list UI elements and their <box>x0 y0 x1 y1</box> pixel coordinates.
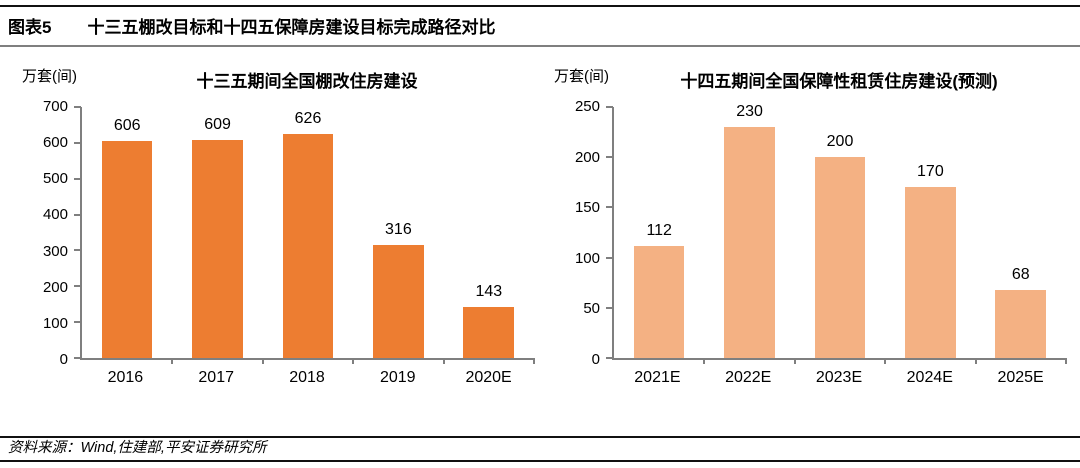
bar-2021E <box>633 245 685 358</box>
charts-row: 万套(间) 十三五期间全国棚改住房建设 0 100 200 300 400 500 600 7… <box>0 47 1080 390</box>
bar-2018 <box>282 133 334 358</box>
x-axis-category-label: 2016 <box>107 369 144 386</box>
left-y-axis-unit-label: 万套(间) <box>22 68 77 85</box>
right-chart-head: 万套(间) 十四五期间全国保障性租赁住房建设(预测) <box>554 67 1066 95</box>
y-axis-tick-mark <box>74 321 81 324</box>
x-axis-tick-mark <box>533 358 535 364</box>
x-axis-category-label: 2023E <box>815 369 863 386</box>
y-axis-tick-label: 100 <box>574 249 600 267</box>
x-axis-category-label: 2021E <box>634 369 681 386</box>
bar-2016 <box>101 140 153 358</box>
figure-footer: 资料来源：Wind,住建部,平安证券研究所 <box>0 436 1080 462</box>
bar-value-label: 230 <box>736 103 763 121</box>
bar-value-label: 143 <box>475 282 503 300</box>
figure-title: 十三五棚改目标和十四五保障房建设目标完成路径对比 <box>87 18 496 37</box>
y-axis-tick-mark <box>606 206 613 209</box>
bar-value-label: 316 <box>385 220 412 238</box>
y-axis-tick-mark <box>74 141 81 144</box>
x-axis-tick-mark <box>793 358 796 364</box>
right-x-axis-labels: 2021E 2022E 2023E 2024E 2025E <box>612 368 1066 390</box>
x-axis-category-label: 2018 <box>289 369 325 386</box>
right-plot-wrap: 0 50 100 150 200 250 112 230 200 170 68 <box>554 98 1067 368</box>
y-axis-tick-label: 250 <box>574 98 600 115</box>
bar-value-label: 606 <box>113 116 141 134</box>
bar-value-label: 170 <box>917 163 944 181</box>
y-axis-tick-mark <box>74 285 81 288</box>
bar-2017 <box>192 139 243 358</box>
y-axis-tick-label: 500 <box>42 170 68 188</box>
bar-value-label: 112 <box>646 221 672 239</box>
y-axis-tick-label: 200 <box>574 148 600 166</box>
x-axis-tick-mark <box>1065 358 1067 364</box>
left-plot-area: 606 609 626 316 143 <box>74 106 535 364</box>
bar-2025E <box>995 289 1047 358</box>
y-axis-tick-label: 600 <box>42 134 68 152</box>
y-axis-tick-mark <box>606 156 613 159</box>
x-axis-category-label: 2022E <box>725 369 772 386</box>
y-axis-tick-label: 50 <box>583 300 600 318</box>
y-axis-tick-mark <box>606 306 613 309</box>
bar-value-label: 68 <box>1011 265 1030 283</box>
y-axis-tick-label: 0 <box>591 351 600 368</box>
bar-2024E <box>905 187 956 358</box>
figure-number-label: 图表5 <box>8 18 52 37</box>
x-axis-tick-mark <box>703 358 706 364</box>
bar-2019 <box>373 244 424 358</box>
right-y-axis-unit-label: 万套(间) <box>554 68 609 85</box>
left-chart-title: 十三五期间全国棚改住房建设 <box>196 72 418 91</box>
chart-shantytown-renovation: 万套(间) 十三五期间全国棚改住房建设 0 100 200 300 400 500 600 7… <box>22 67 535 390</box>
x-axis-tick-mark <box>884 358 887 364</box>
y-axis-tick-label: 700 <box>42 98 68 115</box>
bar-2020E <box>463 306 515 358</box>
left-chart-head: 万套(间) 十三五期间全国棚改住房建设 <box>22 67 534 95</box>
left-plot-wrap: 0 100 200 300 400 500 600 700 606 609 626 316 143 <box>22 98 535 368</box>
right-chart-title: 十四五期间全国保障性租赁住房建设(预测) <box>680 72 998 91</box>
right-plot-area: 112 230 200 170 68 <box>606 103 1067 364</box>
left-x-axis-labels: 2016 2017 2018 2019 2020E <box>80 368 534 390</box>
bar-2023E <box>814 157 866 358</box>
y-axis-tick-mark <box>74 249 81 252</box>
x-axis-category-label: 2020E <box>465 369 512 386</box>
x-axis-category-label: 2025E <box>997 369 1044 386</box>
x-axis-tick-mark <box>171 358 174 364</box>
y-axis-tick-mark <box>74 213 81 216</box>
x-axis-category-label: 2017 <box>198 369 234 386</box>
bar-value-label: 609 <box>204 115 231 133</box>
y-axis-tick-label: 400 <box>42 206 68 224</box>
figure-header: 图表5 十三五棚改目标和十四五保障房建设目标完成路径对比 <box>0 5 1080 47</box>
source-text: 资料来源：Wind,住建部,平安证券研究所 <box>8 440 267 456</box>
x-axis-tick-mark <box>974 358 977 364</box>
y-axis-tick-label: 300 <box>42 242 68 260</box>
y-axis-tick-label: 0 <box>59 351 68 368</box>
x-axis-tick-mark <box>352 358 355 364</box>
x-axis-tick-mark <box>261 358 264 364</box>
y-axis-tick-mark <box>74 177 81 180</box>
y-axis-tick-mark <box>606 256 613 259</box>
bar-value-label: 200 <box>826 133 854 151</box>
y-axis-tick-mark <box>606 357 613 359</box>
y-axis-tick-mark <box>74 357 81 359</box>
left-y-axis: 0 100 200 300 400 500 600 700 <box>22 98 80 368</box>
x-axis-category-label: 2019 <box>379 369 416 386</box>
right-y-axis: 0 50 100 150 200 250 <box>554 98 612 368</box>
bar-2022E <box>724 127 775 358</box>
bar-value-label: 626 <box>294 109 322 127</box>
y-axis-tick-mark <box>74 106 81 108</box>
y-axis-tick-label: 150 <box>574 199 600 217</box>
x-axis-category-label: 2024E <box>906 369 953 386</box>
y-axis-tick-mark <box>606 106 613 108</box>
y-axis-tick-label: 100 <box>42 314 68 332</box>
x-axis-tick-mark <box>442 358 445 364</box>
y-axis-tick-label: 200 <box>42 278 68 296</box>
chart-affordable-rental-housing: 万套(间) 十四五期间全国保障性租赁住房建设(预测) 0 50 100 150 200 2… <box>554 67 1067 390</box>
